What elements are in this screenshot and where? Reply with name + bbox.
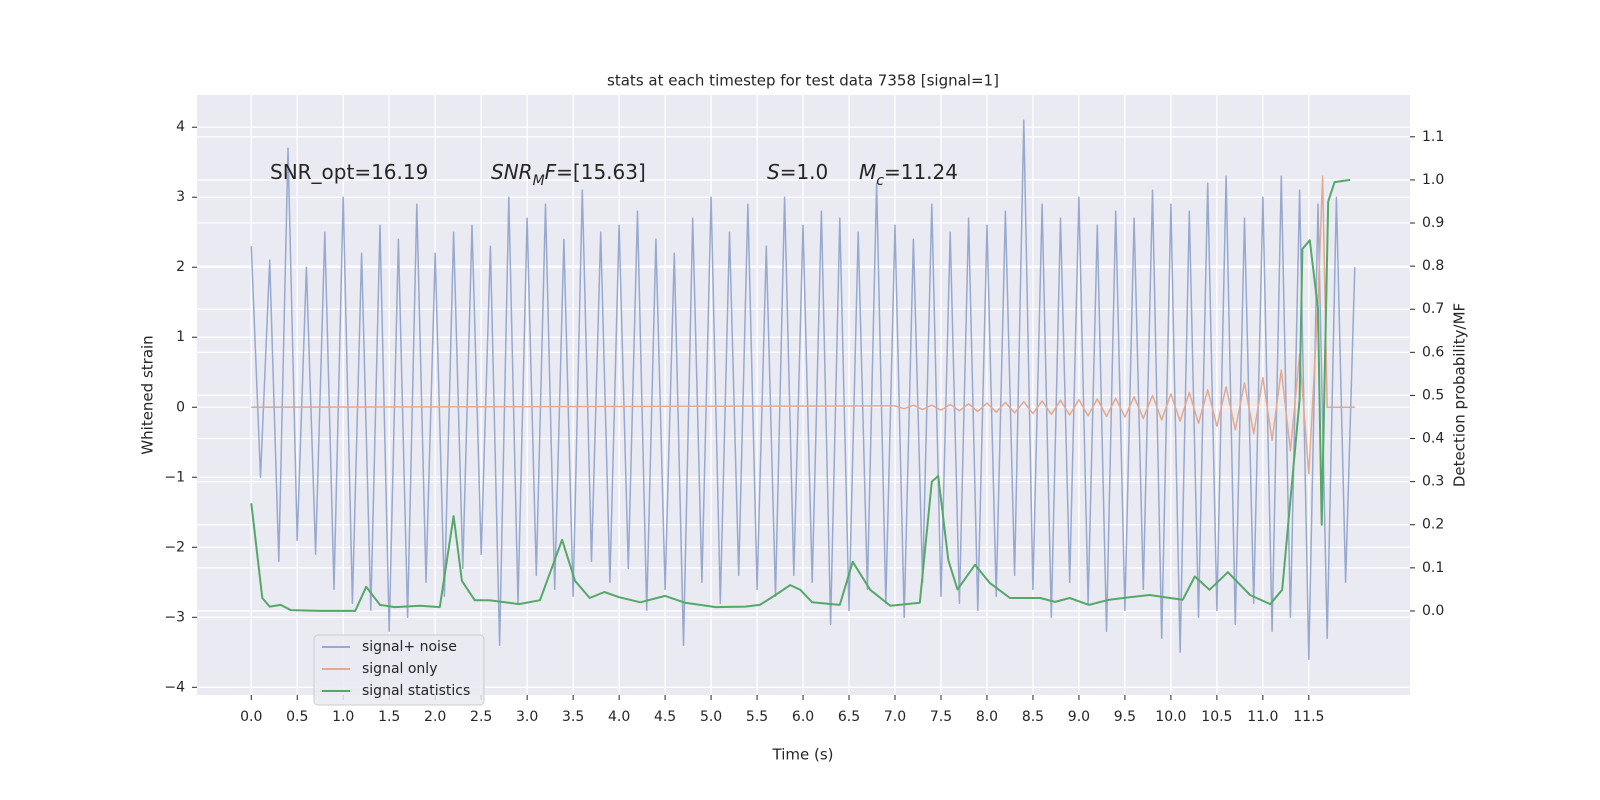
legend-label: signal+ noise — [362, 639, 457, 655]
x-tick-label: 7.5 — [930, 709, 952, 725]
legend-label: signal statistics — [362, 683, 470, 699]
y2-tick-label: 0.1 — [1422, 560, 1444, 576]
annotation-part: =11.24 — [884, 160, 958, 184]
y-tick-label: 4 — [176, 119, 185, 135]
annotation: S=1.0 — [767, 160, 828, 184]
y-tick-label: −1 — [164, 469, 185, 485]
x-tick-label: 2.5 — [470, 709, 492, 725]
annotation-part: F — [545, 160, 557, 184]
y2-tick-label: 0.4 — [1422, 431, 1444, 447]
x-tick-label: 9.5 — [1114, 709, 1136, 725]
series-line — [251, 175, 1355, 475]
x-tick-label: 3.5 — [562, 709, 584, 725]
x-tick-label: 9.0 — [1068, 709, 1090, 725]
y2-tick-label: 0.5 — [1422, 387, 1444, 403]
x-tick-label: 10.0 — [1155, 709, 1186, 725]
x-tick-label: 3.0 — [516, 709, 538, 725]
y2-tick-label: 0.7 — [1422, 301, 1444, 317]
x-tick-label: 0.5 — [286, 709, 308, 725]
annotation-part: M — [533, 173, 545, 189]
x-tick-label: 1.0 — [332, 709, 354, 725]
y2-tick-label: 0.6 — [1422, 344, 1444, 360]
series-line — [250, 119, 1356, 661]
annotation-part: =[15.63] — [556, 160, 646, 184]
annotation-part: SNR_opt=16.19 — [270, 160, 428, 184]
x-tick-label: 8.0 — [976, 709, 998, 725]
y-tick-label: 1 — [176, 329, 185, 345]
x-tick-label: 0.0 — [240, 709, 262, 725]
y2-tick-label: 0.2 — [1422, 517, 1444, 533]
legend-label: signal only — [362, 661, 437, 677]
y2-tick-label: 0.9 — [1422, 215, 1444, 231]
x-tick-label: 1.5 — [378, 709, 400, 725]
annotation-part: =1.0 — [780, 160, 829, 184]
y-tick-label: 3 — [176, 189, 185, 205]
legend-box — [313, 634, 485, 706]
y-axis-label: Whitened strain — [139, 335, 157, 454]
y-tick-label: −4 — [164, 679, 185, 695]
x-axis-label: Time (s) — [772, 746, 834, 764]
x-tick-label: 5.5 — [746, 709, 768, 725]
y-tick-label: −3 — [164, 609, 185, 625]
y-tick-label: 0 — [176, 399, 185, 415]
y-tick-label: 2 — [176, 259, 185, 275]
x-tick-label: 6.0 — [792, 709, 814, 725]
x-tick-label: 2.0 — [424, 709, 446, 725]
x-tick-label: 5.0 — [700, 709, 722, 725]
annotation: SNRMF=[15.63] — [491, 160, 646, 190]
y2-tick-label: 0.8 — [1422, 258, 1444, 274]
x-tick-label: 7.0 — [884, 709, 906, 725]
annotation-part: S — [767, 160, 780, 184]
y2-tick-label: 1.0 — [1422, 172, 1444, 188]
y2-tick-label: 0.0 — [1422, 603, 1444, 619]
x-tick-label: 11.5 — [1293, 709, 1324, 725]
annotation-part: c — [876, 173, 884, 189]
annotation-part: SNR — [491, 160, 533, 184]
x-tick-label: 4.5 — [654, 709, 676, 725]
y-tick-label: −2 — [164, 539, 185, 555]
y2-axis-label: Detection probability/MF — [1451, 303, 1469, 487]
x-tick-label: 8.5 — [1022, 709, 1044, 725]
x-tick-label: 6.5 — [838, 709, 860, 725]
x-tick-label: 11.0 — [1247, 709, 1278, 725]
chart-title: stats at each timestep for test data 735… — [607, 72, 999, 90]
y2-tick-label: 1.1 — [1422, 129, 1444, 145]
annotation: Mc=11.24 — [859, 160, 958, 190]
annotation: SNR_opt=16.19 — [270, 160, 428, 184]
annotation-part: M — [859, 160, 876, 184]
x-tick-label: 4.0 — [608, 709, 630, 725]
y2-tick-label: 0.3 — [1422, 474, 1444, 490]
x-tick-label: 10.5 — [1201, 709, 1232, 725]
series-line — [250, 178, 1351, 612]
